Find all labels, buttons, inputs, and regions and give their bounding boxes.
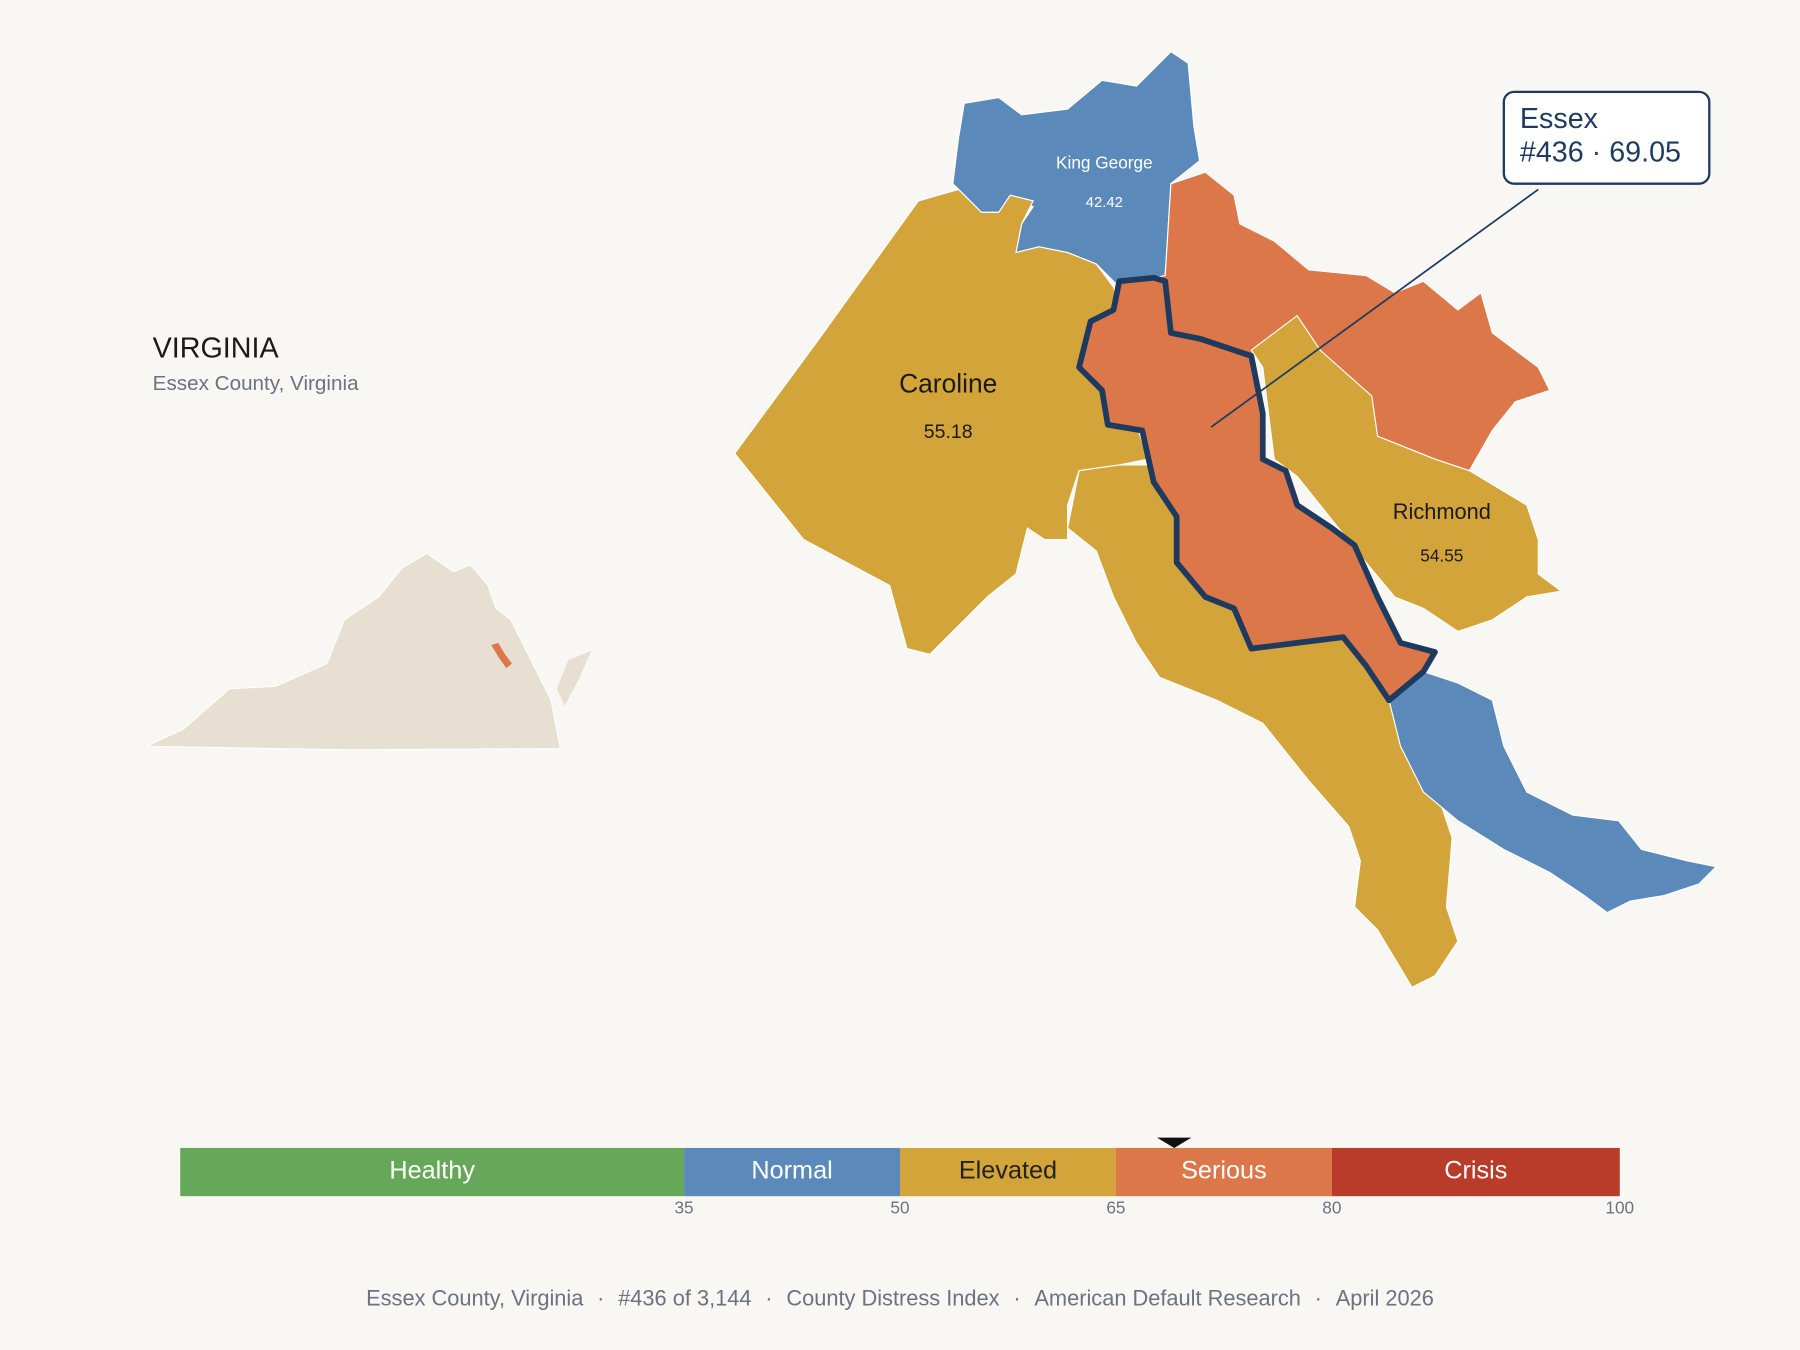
legend-band-label: Normal: [751, 1157, 832, 1185]
selected-county: [1076, 274, 1438, 704]
legend-tick-label: 100: [1605, 1197, 1634, 1217]
footer-separator: ·: [597, 1285, 604, 1310]
legend-band: [180, 1147, 685, 1197]
footer-part: Essex County, Virginia: [366, 1285, 584, 1310]
footer-part: #436 of 3,144: [618, 1285, 751, 1310]
legend-band: [1331, 1147, 1620, 1197]
legend-band-label: Healthy: [389, 1157, 475, 1185]
state-overview: [146, 552, 592, 751]
state-highlight: [491, 642, 512, 669]
legend-band: [900, 1147, 1116, 1197]
county-name: King George: [1056, 153, 1153, 173]
title: VIRGINIA: [153, 333, 280, 365]
county: [1388, 670, 1718, 914]
callout-label: #436 · 69.05: [1520, 136, 1681, 168]
footer-separator: ·: [765, 1285, 772, 1310]
footer-part: April 2026: [1336, 1285, 1434, 1310]
county: [1250, 314, 1563, 633]
county-value: 55.18: [924, 421, 973, 443]
state-shape: [146, 552, 561, 751]
county-value: 54.55: [1420, 545, 1463, 565]
legend-tick-label: 50: [890, 1197, 909, 1217]
legend-band: [684, 1147, 900, 1197]
legend-band-label: Crisis: [1444, 1157, 1507, 1185]
legend-tick-label: 80: [1322, 1197, 1341, 1217]
subtitle: Essex County, Virginia: [153, 372, 359, 395]
footer-separator: ·: [1013, 1285, 1020, 1310]
legend: Healthy Normal Elevated Serious Crisis 35 50 65…: [180, 1137, 1634, 1217]
legend-band-label: Serious: [1181, 1157, 1267, 1185]
footer-part: County Distress Index: [786, 1285, 999, 1310]
county-name: Richmond: [1393, 499, 1491, 524]
legend-marker: [1157, 1137, 1192, 1148]
legend-band-label: Elevated: [959, 1157, 1057, 1185]
legend-tick-label: 65: [1106, 1197, 1125, 1217]
callout: Essex #436 · 69.05: [1210, 90, 1711, 428]
footer-part: American Default Research: [1034, 1285, 1301, 1310]
county-map: [733, 50, 1718, 988]
legend-tick-label: 35: [674, 1197, 693, 1217]
footer: Essex County, Virginia · #436 of 3,144 · Cou…: [366, 1285, 1434, 1310]
callout-name: Essex: [1520, 103, 1599, 135]
callout-leader: [1210, 188, 1539, 428]
state-shape: [556, 650, 592, 706]
county-name: Caroline: [899, 369, 997, 399]
callout-box: [1502, 90, 1711, 185]
footer-separator: ·: [1315, 1285, 1322, 1310]
legend-band: [1115, 1147, 1332, 1197]
county-value: 42.42: [1086, 194, 1123, 211]
